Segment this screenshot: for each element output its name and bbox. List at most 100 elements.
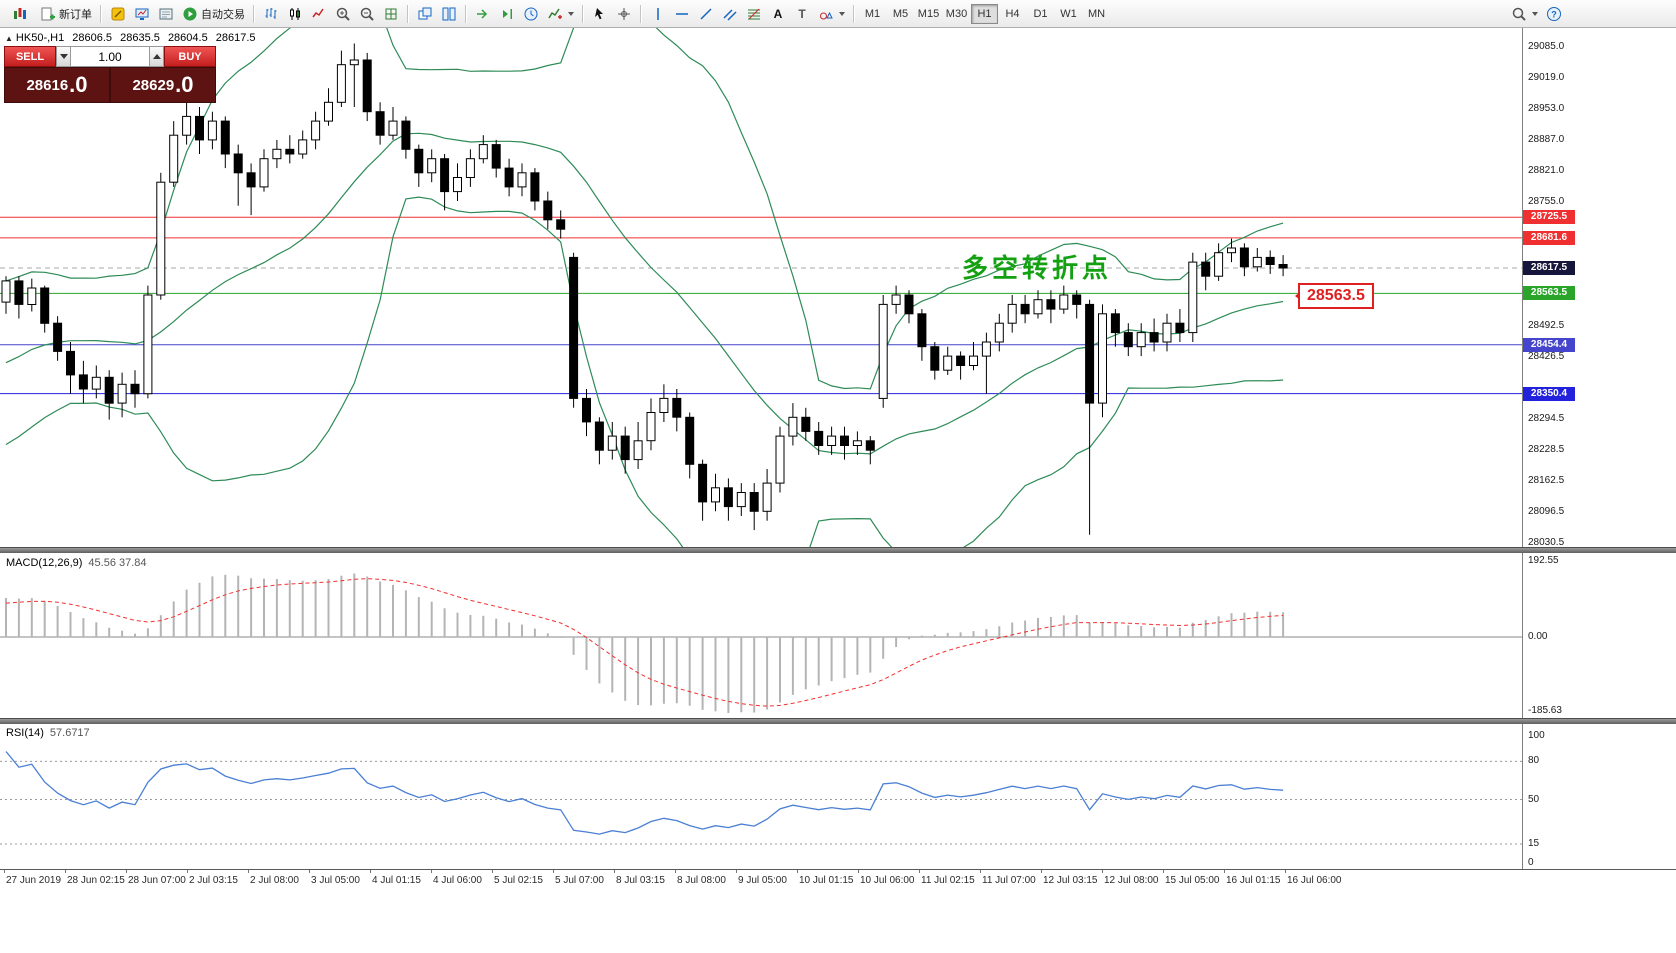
- macd-axis-label: -185.63: [1528, 705, 1562, 716]
- shapes-button[interactable]: [814, 3, 849, 25]
- rsi-axis-label: 50: [1528, 793, 1540, 805]
- zoom-out-icon: [360, 7, 374, 21]
- indicators-dropdown-caret: [568, 12, 574, 19]
- buy-price-panel[interactable]: 28629 .0: [110, 67, 216, 103]
- indicators-button[interactable]: [543, 3, 578, 25]
- buy-button[interactable]: BUY: [164, 46, 216, 67]
- rsi-label-row: RSI(14) 57.6717: [6, 727, 90, 739]
- price-axis-label: 29019.0: [1528, 72, 1565, 84]
- one-click-price-row: 28616 .0 28629 .0: [4, 67, 216, 103]
- price-axis-label: 28096.5: [1528, 505, 1565, 517]
- time-axis[interactable]: 27 Jun 2019 28 Jun 02:15 28 Jun 07:00 2 Jul…: [0, 869, 1676, 891]
- crosshair-button[interactable]: [612, 3, 636, 25]
- autotrading-button[interactable]: 自动交易: [178, 3, 249, 25]
- timeframe-button-d1[interactable]: D1: [1027, 4, 1054, 24]
- cascade-windows-icon: [418, 7, 432, 19]
- trendline-icon: [700, 7, 712, 20]
- help-button[interactable]: ?: [1542, 3, 1566, 25]
- timeframe-button-m15[interactable]: M15: [915, 4, 942, 24]
- vertical-line-button[interactable]: [646, 3, 670, 25]
- price-callout-box[interactable]: 28563.5: [1295, 283, 1374, 309]
- time-axis-tick: [309, 870, 310, 873]
- time-axis-tick: [1102, 870, 1103, 873]
- cursor-button[interactable]: [588, 3, 612, 25]
- price-axis-tag: 28563.5: [1523, 286, 1575, 301]
- metaeditor-button[interactable]: [106, 3, 130, 25]
- trendline-button[interactable]: [694, 3, 718, 25]
- channel-button[interactable]: [718, 3, 742, 25]
- sell-button[interactable]: SELL: [4, 46, 56, 67]
- period-clock-button[interactable]: [519, 3, 543, 25]
- timeframe-button-mn[interactable]: MN: [1083, 4, 1110, 24]
- volume-increase-button[interactable]: [149, 46, 164, 67]
- toolbar-separator: [253, 4, 255, 23]
- zoom-out-button[interactable]: [355, 3, 379, 25]
- timeframe-button-m1[interactable]: M1: [859, 4, 886, 24]
- grid-button[interactable]: [379, 3, 403, 25]
- line-chart-button[interactable]: [307, 3, 331, 25]
- time-axis-tick: [187, 870, 188, 873]
- time-axis-tick: [980, 870, 981, 873]
- timeframe-button-h4[interactable]: H4: [999, 4, 1026, 24]
- text-button[interactable]: A: [766, 3, 790, 25]
- chart-shift-icon: [503, 8, 512, 19]
- candlestick-chart-button[interactable]: [283, 3, 307, 25]
- timeframe-button-m5[interactable]: M5: [887, 4, 914, 24]
- volume-input[interactable]: [71, 46, 149, 67]
- timeframe-button-h1[interactable]: H1: [971, 3, 998, 24]
- time-axis-label: 10 Jul 06:00: [860, 875, 915, 886]
- timeframe-button-w1[interactable]: W1: [1055, 4, 1082, 24]
- price-axis-label: 28953.0: [1528, 103, 1565, 115]
- timeframe-button-m30[interactable]: M30: [943, 4, 970, 24]
- bar-chart-button[interactable]: [259, 3, 283, 25]
- toolbar-separator: [582, 4, 584, 23]
- line-chart-icon: [312, 8, 324, 17]
- new-order-icon: [41, 7, 55, 20]
- macd-panel[interactable]: [0, 553, 1522, 718]
- shapes-icon: [820, 11, 833, 19]
- cascade-windows-button[interactable]: [413, 3, 437, 25]
- svg-text:?: ?: [1551, 9, 1557, 19]
- price-axis-tag: 28617.5: [1523, 260, 1575, 275]
- new-order-button[interactable]: 新订单: [36, 3, 96, 25]
- terminal-button[interactable]: [154, 3, 178, 25]
- macd-panel-separator[interactable]: [0, 547, 1676, 553]
- chart-shift-button[interactable]: [495, 3, 519, 25]
- volume-decrease-button[interactable]: [56, 46, 71, 67]
- time-axis-label: 3 Jul 05:00: [311, 875, 360, 886]
- time-axis-label: 15 Jul 05:00: [1165, 875, 1220, 886]
- time-axis-tick: [492, 870, 493, 873]
- svg-text:T: T: [798, 7, 806, 21]
- horizontal-line-button[interactable]: [670, 3, 694, 25]
- crosshair-icon: [618, 7, 630, 20]
- auto-scroll-button[interactable]: [471, 3, 495, 25]
- sell-price-panel[interactable]: 28616 .0: [4, 67, 110, 103]
- time-axis-label: 8 Jul 03:15: [616, 875, 665, 886]
- toolbar-separator: [407, 4, 409, 23]
- price-axis-label: 28162.5: [1528, 474, 1565, 486]
- market-watch-button[interactable]: [130, 3, 154, 25]
- price-chart[interactable]: [0, 28, 1522, 547]
- tile-windows-button[interactable]: [437, 3, 461, 25]
- time-axis-label: 2 Jul 08:00: [250, 875, 299, 886]
- toolbar-right-group: ?: [1507, 3, 1566, 25]
- time-axis-tick: [65, 870, 66, 873]
- time-axis-label: 27 Jun 2019: [6, 875, 62, 886]
- time-axis-label: 16 Jul 06:00: [1287, 875, 1342, 886]
- rsi-panel-separator[interactable]: [0, 718, 1676, 724]
- channel-icon: [723, 8, 737, 21]
- zoom-in-button[interactable]: [331, 3, 355, 25]
- ohlc-high: 28635.5: [120, 32, 160, 44]
- rsi-value: 57.6717: [49, 727, 90, 739]
- rsi-panel[interactable]: [0, 724, 1522, 869]
- search-button[interactable]: [1507, 3, 1542, 25]
- fibonacci-button[interactable]: [742, 3, 766, 25]
- text-icon: A: [774, 7, 783, 21]
- time-axis-label: 16 Jul 01:15: [1226, 875, 1281, 886]
- price-axis-label: 28030.5: [1528, 536, 1565, 548]
- time-axis-label: 2 Jul 03:15: [189, 875, 238, 886]
- text-label-button[interactable]: T: [790, 3, 814, 25]
- price-axis-column: 29085.0 29019.0 28953.0 28887.0 28821.0 28755…: [1522, 28, 1676, 869]
- macd-axis-label: 0.00: [1528, 631, 1548, 642]
- time-axis-tick: [736, 870, 737, 873]
